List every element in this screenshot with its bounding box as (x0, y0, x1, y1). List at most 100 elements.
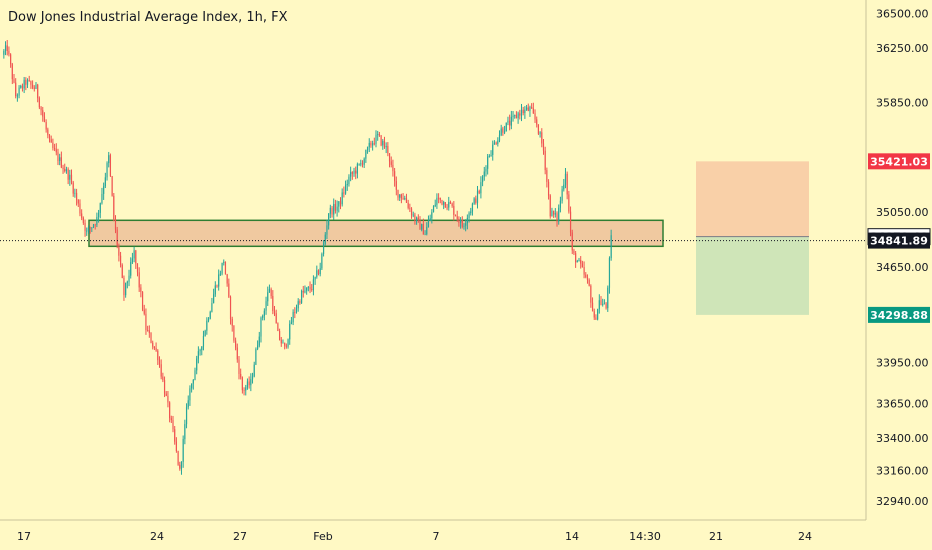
candle-body (392, 164, 394, 172)
candle-body (180, 461, 183, 469)
candle-body (184, 424, 186, 440)
candle-body (351, 172, 353, 174)
candle-body (492, 144, 494, 155)
candle-body (558, 207, 560, 222)
candle-body (559, 200, 561, 208)
candle-body (366, 147, 369, 150)
candle-body (460, 219, 462, 223)
candle-body (143, 309, 145, 314)
candle-body (434, 204, 436, 207)
y-tick-label: 35050.00 (876, 206, 929, 219)
candle-body (444, 202, 446, 208)
price-label-badge (868, 232, 930, 249)
candle-body (585, 274, 587, 278)
x-tick-label: 14:30 (629, 530, 661, 543)
candle-body (32, 84, 34, 88)
candle-body (537, 124, 540, 134)
candle-body (33, 87, 35, 89)
candle-body (307, 286, 309, 288)
candle-body (278, 331, 281, 340)
candle-body (461, 219, 463, 227)
candle-body (84, 222, 86, 231)
candle-body (448, 202, 450, 208)
candle-body (202, 336, 205, 347)
candle-body (213, 294, 215, 304)
candle-body (263, 310, 265, 316)
candle-body (377, 134, 379, 136)
candle-body (226, 274, 228, 284)
candle-body (70, 174, 73, 183)
candle-body (338, 201, 340, 207)
candle-body (561, 189, 563, 201)
candle-body (446, 207, 448, 209)
candle-body (353, 170, 355, 174)
candle-body (165, 393, 167, 396)
candle-body (4, 45, 7, 51)
candle-body (42, 110, 44, 117)
candle-body (529, 106, 531, 111)
candle-body (207, 318, 210, 321)
candle-body (79, 203, 81, 214)
candle-body (123, 277, 125, 296)
candle-body (106, 163, 108, 178)
candle-body (221, 262, 223, 274)
candle-body (554, 213, 556, 215)
candle-body (595, 317, 597, 320)
candle-body (20, 85, 22, 88)
candle-body (18, 87, 20, 96)
candle-body (378, 134, 380, 136)
candle-body (277, 323, 279, 332)
candle-body (155, 348, 157, 351)
candle-body (214, 285, 216, 295)
candle-body (541, 132, 543, 144)
candle-body (344, 185, 347, 194)
candle-body (45, 122, 47, 130)
candle-body (3, 50, 5, 55)
candle-body (289, 323, 291, 340)
y-tick-label: 36250.00 (876, 42, 929, 55)
candle-body (356, 164, 358, 174)
candle-body (294, 312, 296, 313)
candle-body (48, 135, 51, 140)
candle-body (383, 140, 386, 148)
candle-body (370, 142, 372, 146)
candle-body (243, 390, 245, 392)
candle-body (125, 282, 127, 296)
candle-body (498, 134, 501, 141)
candle-body (483, 171, 485, 177)
candle-body (169, 402, 171, 419)
candle-body (131, 258, 134, 263)
candle-body (50, 139, 52, 143)
candle-body (209, 311, 211, 319)
candle-body (109, 155, 112, 177)
candle-body (319, 268, 321, 275)
candle-body (476, 190, 479, 203)
x-tick-label: 24 (150, 530, 164, 543)
candle-body (431, 212, 433, 219)
candle-body (355, 170, 357, 174)
candle-body (311, 289, 313, 291)
candle-body (302, 290, 304, 293)
candle-body (531, 106, 533, 109)
candle-body (426, 226, 428, 235)
candle-body (268, 289, 271, 293)
candle-body (515, 114, 518, 119)
candle-body (270, 289, 272, 296)
y-tick-label: 34650.00 (876, 261, 929, 274)
candle-body (348, 176, 350, 184)
candle-body (72, 182, 74, 194)
candle-body (103, 186, 105, 194)
candle-body (99, 203, 101, 213)
candle-body (549, 195, 551, 217)
candle-body (454, 214, 457, 217)
candle-body (113, 195, 115, 220)
candle-body (317, 270, 320, 275)
candle-body (451, 203, 453, 206)
candle-body (341, 192, 343, 205)
candle-body (394, 171, 396, 182)
candle-body (60, 157, 62, 168)
price-label-text: 34298.88 (870, 309, 928, 322)
candle-body (40, 107, 42, 111)
candle-body (211, 303, 213, 312)
candle-body (15, 82, 17, 97)
